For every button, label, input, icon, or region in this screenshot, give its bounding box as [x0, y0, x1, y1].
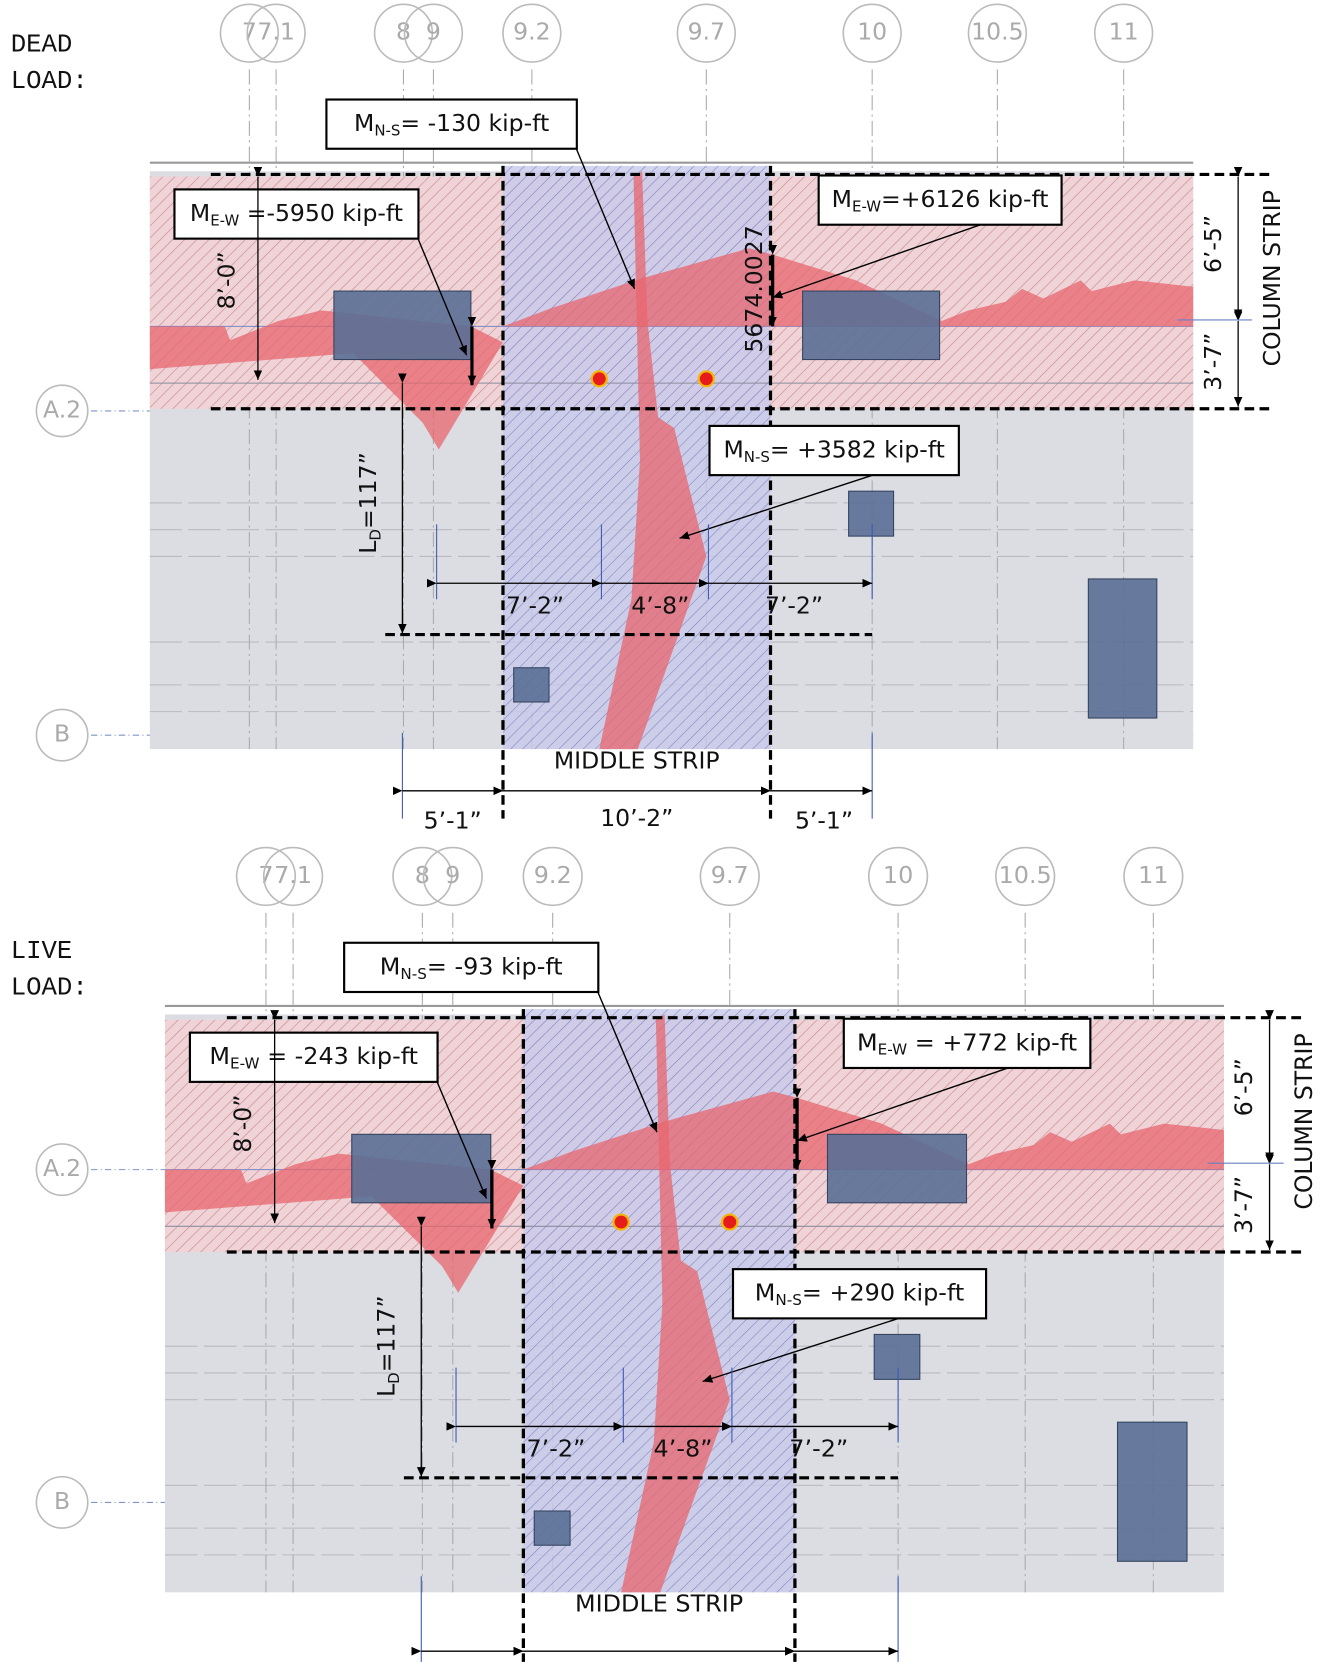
subscript: D: [385, 1372, 403, 1384]
grid-label: 10.5: [971, 18, 1023, 46]
column: [334, 291, 471, 359]
dimension-label: 3’-7”: [1199, 333, 1227, 391]
column: [827, 1134, 966, 1202]
subscript: E-W: [210, 211, 239, 229]
middle-strip-label: MIDDLE STRIP: [554, 746, 720, 774]
grid-label: 10: [857, 18, 887, 46]
column-strip-label: COLUMN STRIP: [1290, 1033, 1318, 1209]
grid-label: A.2: [43, 1154, 81, 1182]
grid-label: 8: [415, 861, 430, 889]
column: [514, 668, 549, 702]
value-text: =117”: [372, 1295, 400, 1372]
value-text: = +772 kip-ft: [907, 1028, 1077, 1056]
symbol: M: [832, 185, 852, 213]
value-text: = -243 kip-ft: [259, 1042, 418, 1070]
symbol: M: [354, 109, 374, 137]
symbol: M: [190, 199, 210, 227]
symbol: L: [354, 541, 382, 554]
value-text: =117”: [354, 452, 382, 529]
anchor-point: [614, 1215, 629, 1230]
symbol: L: [372, 1383, 400, 1397]
symbol: M: [755, 1278, 776, 1306]
subscript: N-S: [374, 121, 400, 139]
grid-label: B: [54, 720, 70, 748]
dimension-label: 3’-7”: [1230, 1176, 1258, 1234]
grid-label: 9.7: [688, 18, 725, 46]
grid-label: 9: [445, 861, 460, 889]
grid-label: 10.5: [999, 861, 1052, 889]
column: [849, 491, 894, 536]
column: [874, 1334, 920, 1379]
grid-label: 7.1: [257, 18, 294, 46]
value-text: = -93 kip-ft: [427, 952, 563, 980]
symbol: M: [723, 435, 743, 463]
dimension-label: 7’-2”: [526, 1435, 585, 1463]
dimension-label: 5’-1”: [424, 806, 482, 834]
diagram: DEADLOAD:A.2B5674.002777.1899.29.71010.5…: [0, 0, 1327, 1679]
grid-label: 11: [1138, 861, 1168, 889]
dimension-label: 6’-5”: [1199, 215, 1227, 273]
anchor-point: [722, 1215, 737, 1230]
column: [1117, 1422, 1187, 1561]
panel-heading: LOAD:: [11, 67, 88, 96]
panel-heading: DEAD: [11, 31, 73, 60]
subscript: N-S: [400, 964, 426, 982]
dimension-label: 10’-2”: [600, 804, 673, 832]
symbol: M: [857, 1028, 878, 1056]
column: [1088, 579, 1156, 718]
subscript: N-S: [744, 447, 770, 465]
dimension-label: 8’-0”: [212, 251, 240, 309]
anchor-point: [699, 371, 714, 386]
faint-label: 5674.0027: [740, 225, 768, 352]
subscript: N-S: [775, 1291, 801, 1309]
symbol: M: [209, 1042, 230, 1070]
subscript: E-W: [878, 1040, 908, 1058]
grid-label: 9.7: [711, 861, 749, 889]
panel-heading: LOAD:: [11, 973, 88, 1002]
subscript: E-W: [230, 1054, 260, 1072]
grid-label: B: [54, 1487, 70, 1515]
dimension-label: 8’-0”: [229, 1095, 257, 1153]
grid-label: 11: [1109, 18, 1139, 46]
value-text: =+6126 kip-ft: [881, 185, 1048, 213]
dimension-label: 7’-2”: [765, 591, 823, 619]
middle-strip-label: MIDDLE STRIP: [575, 1590, 743, 1618]
column: [803, 291, 940, 359]
grid-label: 7.1: [274, 861, 312, 889]
value-text: = +3582 kip-ft: [770, 435, 945, 463]
grid-label: 8: [396, 18, 411, 46]
dimension-label: 4’-8”: [631, 591, 689, 619]
dimension-label: 7’-2”: [506, 591, 564, 619]
panel-heading: LIVE: [11, 937, 73, 966]
column: [534, 1511, 570, 1545]
grid-label: 9: [426, 18, 441, 46]
anchor-point: [592, 371, 607, 386]
subscript: D: [366, 529, 384, 541]
grid-label: 9.2: [513, 18, 550, 46]
dimension-label: 5’-1”: [795, 806, 853, 834]
dimension-label: 6’-5”: [1230, 1058, 1258, 1116]
grid-label: 10: [883, 861, 913, 889]
column-strip-label: COLUMN STRIP: [1258, 190, 1286, 366]
dimension-label: 7’-2”: [789, 1435, 848, 1463]
subscript: E-W: [852, 197, 881, 215]
value-text: =-5950 kip-ft: [239, 199, 403, 227]
column: [352, 1134, 491, 1202]
grid-label: A.2: [43, 395, 81, 423]
grid-label: 9.2: [534, 861, 572, 889]
dimension-label: 4’-8”: [654, 1435, 713, 1463]
value-text: = +290 kip-ft: [802, 1278, 964, 1306]
value-text: = -130 kip-ft: [400, 109, 549, 137]
symbol: M: [380, 952, 401, 980]
load-panel: 5674.002777.1899.29.71010.511MN-S= -130 …: [150, 4, 1286, 834]
